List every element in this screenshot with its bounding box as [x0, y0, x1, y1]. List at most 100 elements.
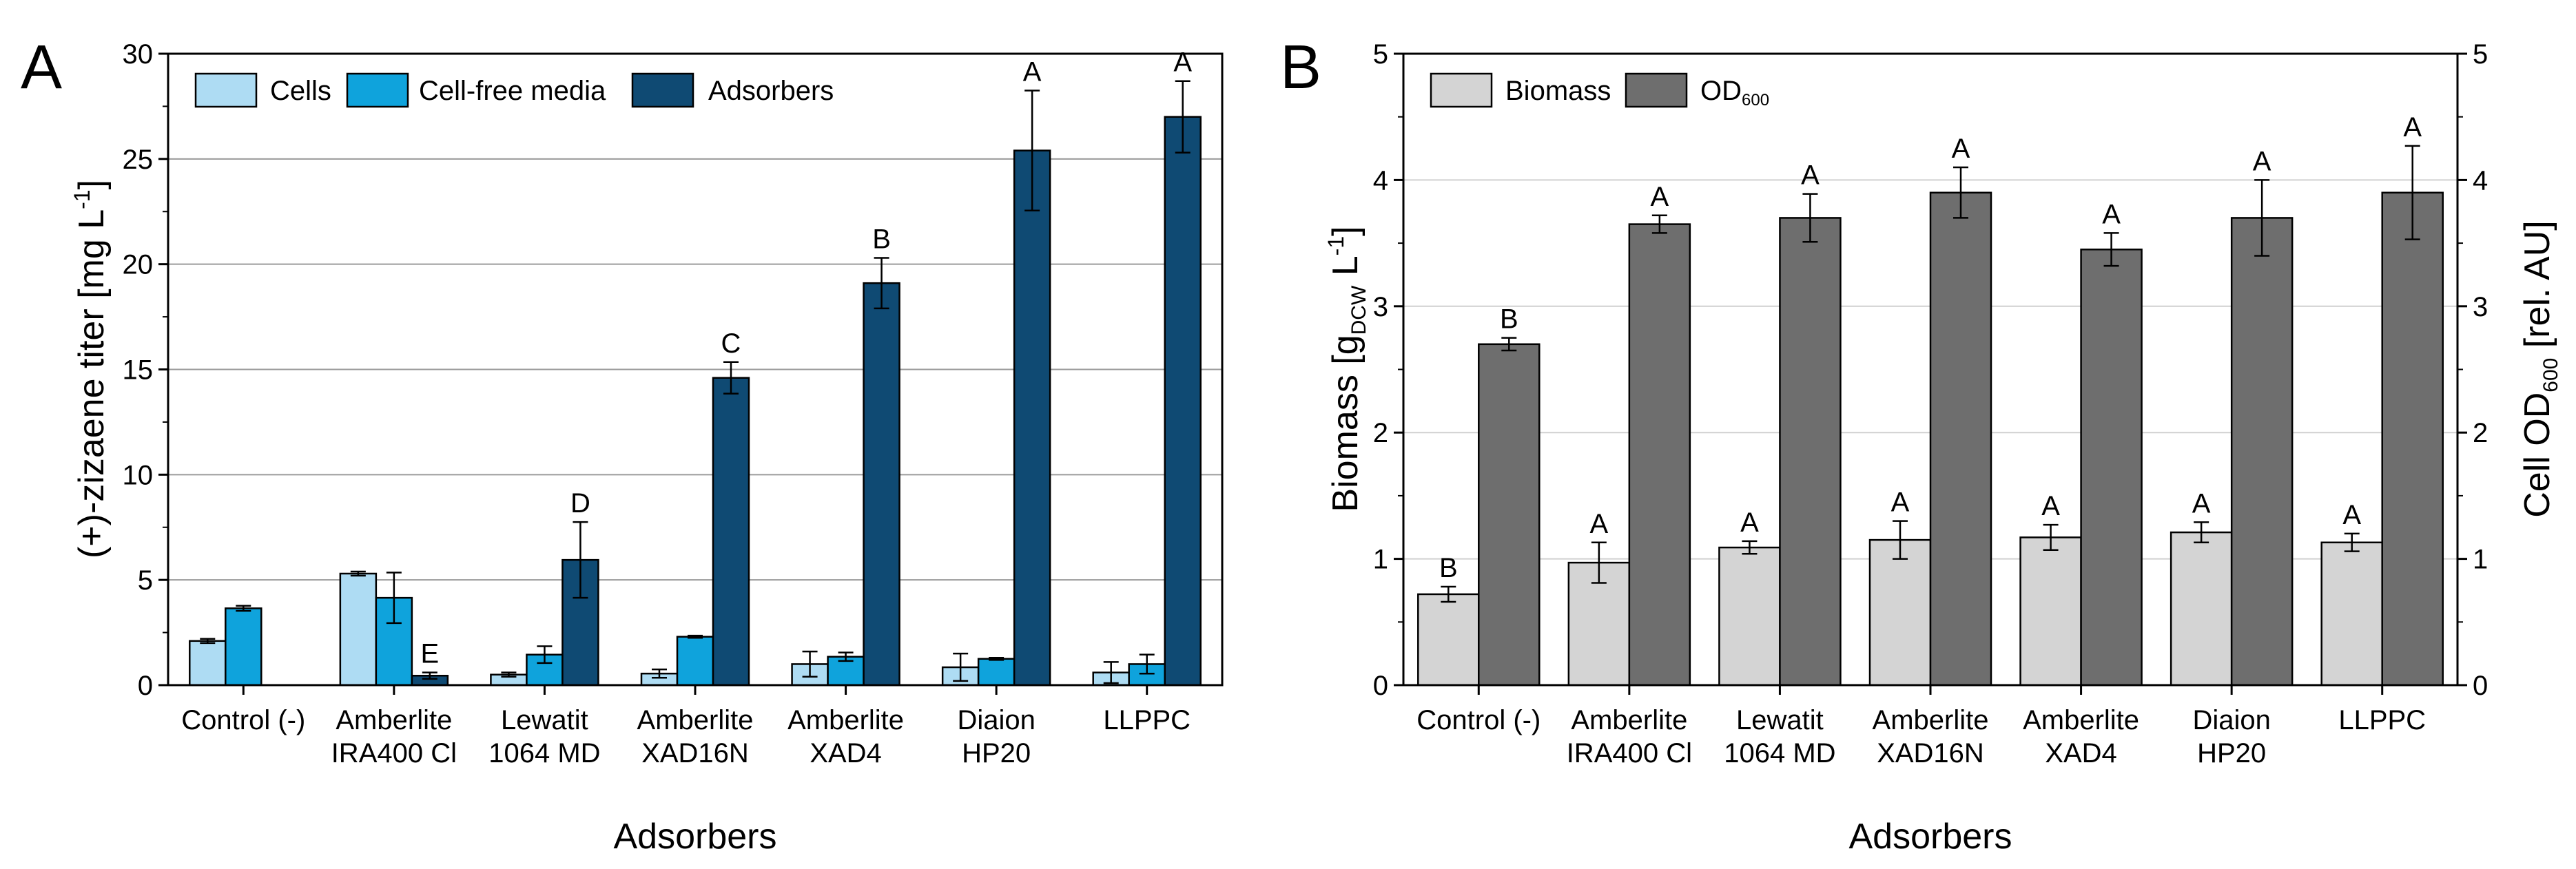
- x-tick-label-control: Control (-): [181, 705, 305, 735]
- x-tick-label-diaion-hp20: Diaion: [2192, 705, 2270, 735]
- bar-od-amberlite-ira400-cl: [1628, 223, 1691, 687]
- panel-a-y-axis-title: (+)-zizaene titer [mg L-1]: [70, 180, 112, 558]
- x-tick-label-llppc: LLPPC: [2338, 705, 2426, 735]
- bar-cell-free-media-diaion-hp20: [977, 658, 1016, 687]
- bar-biomass-amberlite-xad16n: [1868, 538, 1932, 687]
- panel-b-label: B: [1280, 33, 1321, 102]
- bar-biomass-amberlite-xad4: [2019, 536, 2082, 687]
- x-tick-label-diaion-hp20: HP20: [2197, 738, 2266, 768]
- y-tick-label: 20: [123, 250, 154, 280]
- bar-biomass-llppc: [2320, 541, 2383, 687]
- bar-od-amberlite-xad4: [2080, 249, 2143, 687]
- y-tick-label: 15: [123, 355, 154, 386]
- x-tick-label-amberlite-xad16n: Amberlite: [637, 705, 754, 735]
- panel-a-label: A: [21, 33, 62, 102]
- legend-label-biomass: Biomass: [1505, 76, 1611, 106]
- legend-swatch-adsorbers: [631, 72, 694, 108]
- panel-a-annotations: E D C B A A: [421, 48, 1193, 669]
- panel-a-legend: Cells Cell-free media Adsorbers: [194, 72, 834, 108]
- legend-label-cell-free-media: Cell-free media: [419, 76, 606, 106]
- significance-label: C: [721, 328, 741, 359]
- significance-label: A: [1891, 488, 1910, 518]
- panel-b-bars: [1417, 191, 2444, 687]
- panel-b: B B B A A A A A A A A A A A A 0 0 1 1 2 2 3 3 4 4 5 5 Control (-…: [1280, 33, 2562, 857]
- significance-label: A: [1173, 48, 1192, 78]
- x-tick-label-lewatit-1064-md: 1064 MD: [488, 738, 600, 768]
- y-tick-label: 30: [123, 39, 154, 70]
- panel-a-bars: [189, 116, 1202, 687]
- x-tick-label-lewatit-1064-md: 1064 MD: [1724, 738, 1835, 768]
- significance-label: A: [1590, 509, 1609, 539]
- bar-adsorbers-amberlite-xad16n: [712, 377, 750, 687]
- y-right-tick-label: 2: [2473, 418, 2488, 448]
- bar-adsorbers-llppc: [1164, 116, 1202, 687]
- legend-label-od600: OD600: [1700, 76, 1769, 109]
- bar-biomass-control: [1417, 593, 1480, 687]
- panel-a-x-axis-title: Adsorbers: [614, 817, 777, 857]
- bar-od-lewatit-1064-md: [1779, 217, 1842, 687]
- legend-swatch-od600: [1625, 72, 1688, 108]
- y-tick-label: 25: [123, 145, 154, 175]
- x-tick-label-amberlite-xad4: XAD4: [810, 738, 882, 768]
- panel-b-annotations: B B A A A A A A A A A A A A: [1439, 112, 2422, 583]
- x-tick-label-amberlite-xad4: Amberlite: [787, 705, 904, 735]
- y-tick-label: 5: [1373, 39, 1388, 70]
- panel-b-legend: Biomass OD600: [1430, 72, 1769, 109]
- y-right-tick-label: 1: [2473, 545, 2488, 575]
- bar-cells-control: [189, 640, 227, 687]
- x-tick-label-control: Control (-): [1416, 705, 1541, 735]
- panel-b-y-ticks: 0 0 1 1 2 2 3 3 4 4 5 5: [1373, 39, 2489, 701]
- bar-adsorbers-diaion-hp20: [1013, 149, 1051, 687]
- panel-b-right-y-axis-title: Cell OD600 [rel. AU]: [2517, 220, 2562, 518]
- x-tick-label-diaion-hp20: Diaion: [957, 705, 1035, 735]
- significance-label: B: [1439, 553, 1458, 583]
- significance-label: B: [872, 224, 891, 254]
- panel-b-error-bars: [1441, 145, 2420, 603]
- legend-swatch-cells: [194, 72, 258, 108]
- y-tick-label: 5: [138, 565, 153, 596]
- bar-adsorbers-amberlite-xad4: [863, 282, 900, 687]
- bar-od-diaion-hp20: [2230, 217, 2294, 687]
- bar-cell-free-media-amberlite-xad16n: [676, 636, 714, 687]
- bar-od-control: [1478, 343, 1541, 687]
- significance-label: B: [1500, 304, 1518, 335]
- y-tick-label: 4: [1373, 165, 1388, 196]
- bar-biomass-diaion-hp20: [2170, 531, 2233, 687]
- significance-label: A: [1023, 56, 1042, 87]
- bar-biomass-lewatit-1064-md: [1718, 546, 1781, 687]
- x-tick-label-amberlite-xad16n: XAD16N: [1877, 738, 1984, 768]
- x-tick-label-amberlite-xad16n: XAD16N: [641, 738, 749, 768]
- y-right-tick-label: 3: [2473, 292, 2488, 322]
- x-tick-label-lewatit-1064-md: Lewatit: [501, 705, 588, 735]
- panel-b-x-axis-title: Adsorbers: [1849, 817, 2012, 857]
- bar-cells-amberlite-ira400-cl: [339, 572, 378, 687]
- x-tick-label-diaion-hp20: HP20: [962, 738, 1031, 768]
- y-tick-label: 3: [1373, 292, 1388, 322]
- significance-label: A: [1740, 507, 1759, 538]
- panel-a: A E D C B A A 0 5 10 15 20 25 30 Control (-) Amberli…: [21, 33, 1224, 857]
- x-tick-label-amberlite-ira400-cl: IRA400 Cl: [331, 738, 457, 768]
- panel-a-error-bars: [200, 80, 1191, 684]
- significance-label: A: [2041, 491, 2060, 521]
- legend-label-cells: Cells: [270, 76, 331, 106]
- significance-label: E: [421, 639, 440, 669]
- panel-b-left-y-axis-title: Biomass [gDCW L-1]: [1323, 226, 1370, 512]
- bar-od-llppc: [2381, 191, 2444, 687]
- significance-label: A: [2192, 488, 2211, 519]
- y-tick-label: 0: [138, 671, 153, 701]
- significance-label: A: [1651, 182, 1669, 212]
- legend-swatch-cell-free-media: [346, 72, 409, 108]
- x-tick-label-amberlite-ira400-cl: Amberlite: [336, 705, 452, 735]
- significance-label: A: [2102, 199, 2121, 229]
- x-tick-label-llppc: LLPPC: [1103, 705, 1191, 735]
- significance-label: A: [2403, 112, 2422, 143]
- legend-swatch-biomass: [1430, 72, 1493, 108]
- x-tick-label-amberlite-xad4: XAD4: [2045, 738, 2117, 768]
- legend-label-adsorbers: Adsorbers: [708, 76, 834, 106]
- bar-od-amberlite-xad16n: [1929, 191, 1992, 687]
- significance-label: A: [2342, 500, 2361, 530]
- y-right-tick-label: 0: [2473, 671, 2488, 701]
